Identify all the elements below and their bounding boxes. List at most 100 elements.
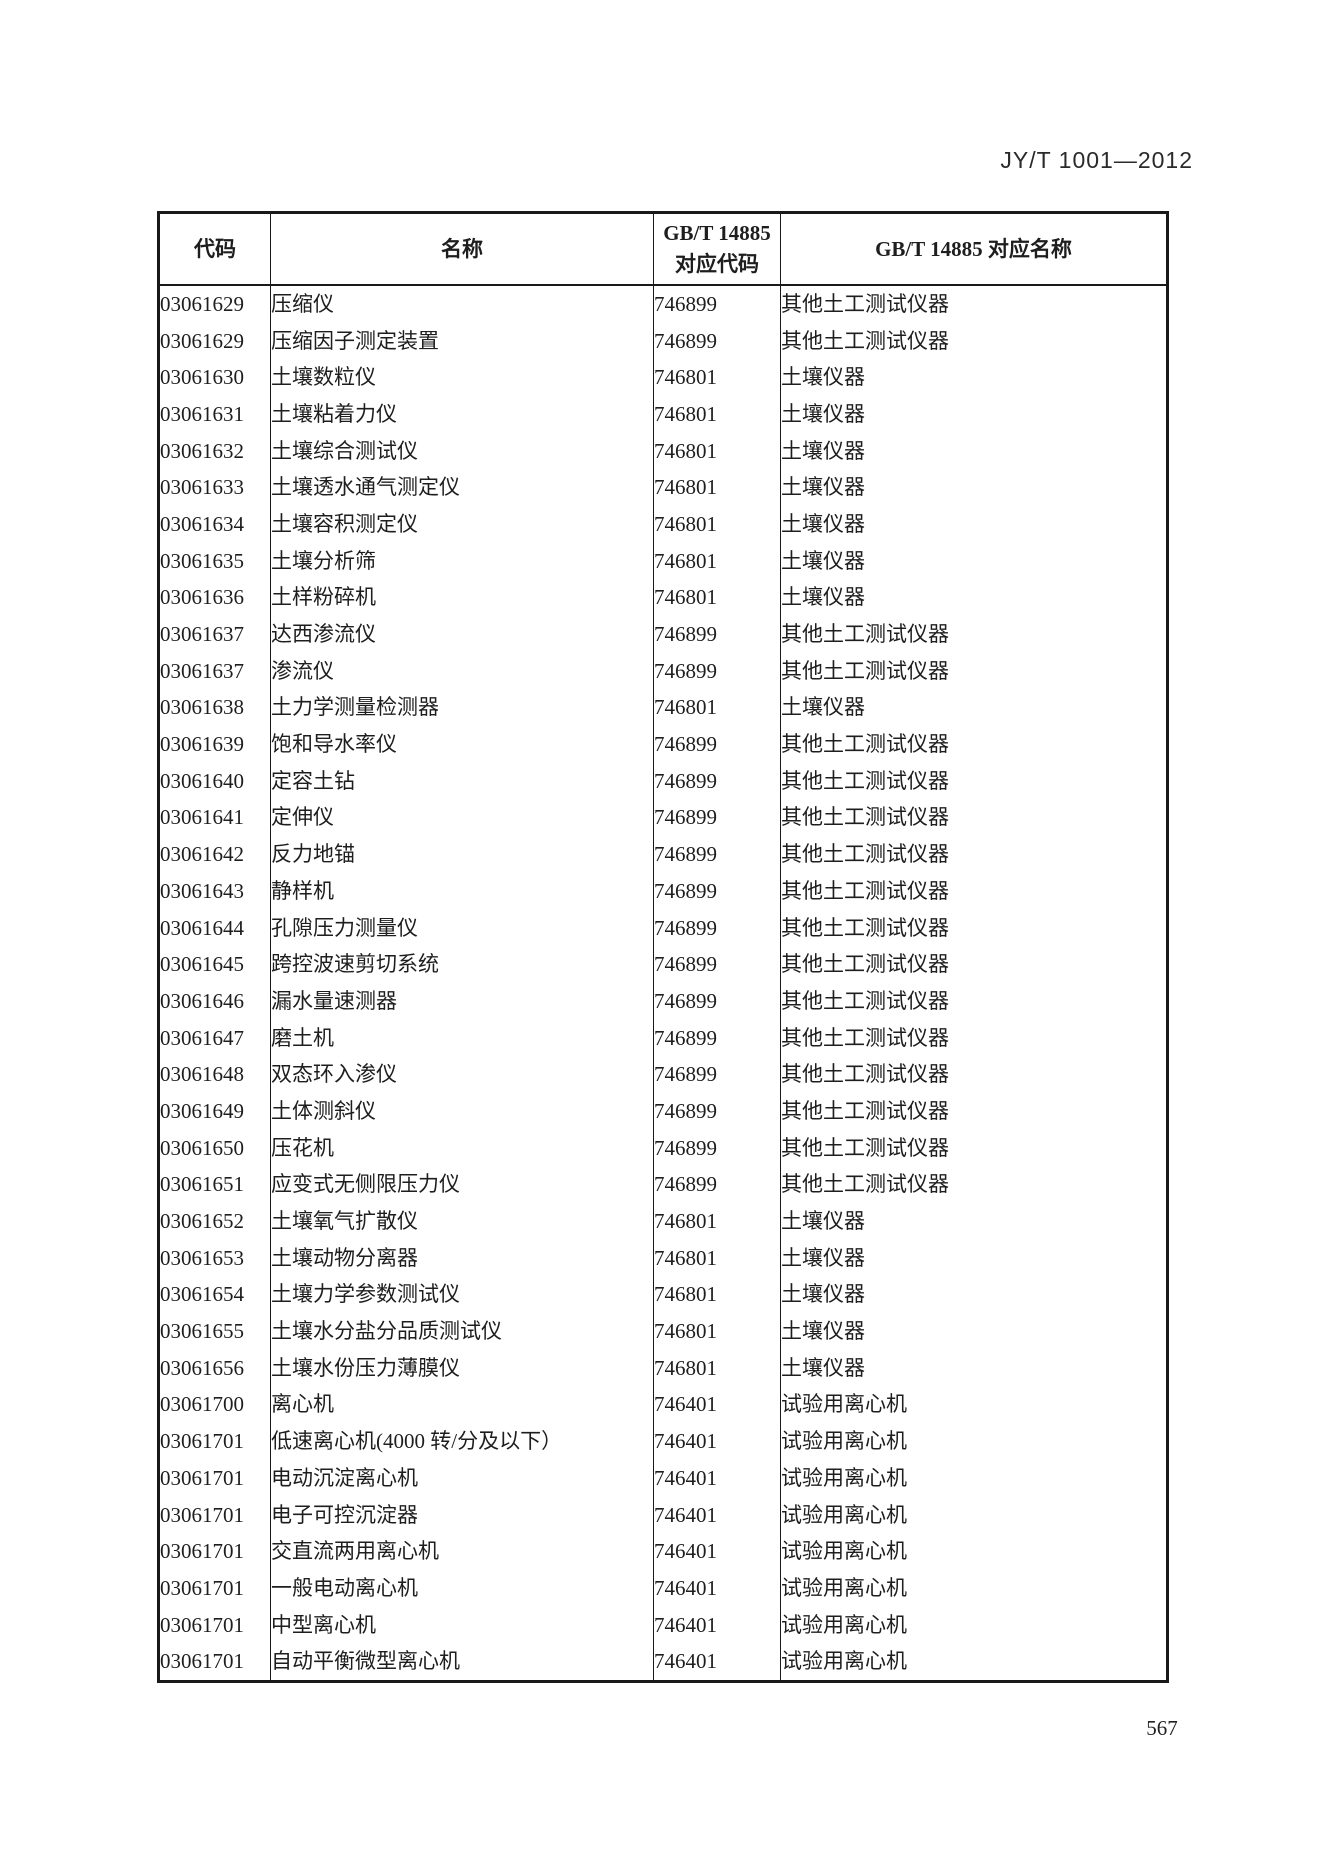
cell-name: 离心机	[270, 1386, 654, 1424]
cell-code: 03061650	[158, 1129, 271, 1167]
table-row: 03061635 土壤分析筛 746801 土壤仪器	[158, 542, 1168, 580]
cell-code: 03061701	[158, 1643, 271, 1682]
cell-code: 03061637	[158, 616, 271, 653]
cell-name: 静样机	[270, 873, 654, 910]
cell-code: 03061647	[158, 1019, 271, 1057]
cell-gbt-code: 746899	[653, 799, 781, 837]
cell-code: 03061638	[158, 689, 271, 727]
cell-name: 压花机	[270, 1129, 654, 1167]
cell-gbt-code: 746401	[653, 1423, 781, 1460]
cell-gbt-code: 746899	[653, 1093, 781, 1130]
cell-code: 03061636	[158, 579, 271, 617]
table-row: 03061648 双态环入渗仪 746899 其他土工测试仪器	[158, 1056, 1168, 1094]
cell-name: 土壤分析筛	[270, 542, 654, 580]
cell-gbt-name: 土壤仪器	[780, 1349, 1168, 1387]
cell-name: 土壤综合测试仪	[270, 432, 654, 470]
cell-gbt-name: 土壤仪器	[780, 396, 1168, 433]
table-row: 03061701 一般电动离心机 746401 试验用离心机	[158, 1570, 1168, 1607]
cell-gbt-name: 其他土工测试仪器	[780, 762, 1168, 800]
cell-gbt-name: 其他土工测试仪器	[780, 1019, 1168, 1057]
cell-gbt-code: 746801	[653, 542, 781, 580]
cell-code: 03061701	[158, 1423, 271, 1460]
table-row: 03061641 定伸仪 746899 其他土工测试仪器	[158, 799, 1168, 837]
cell-gbt-name: 试验用离心机	[780, 1496, 1168, 1534]
cell-gbt-name: 试验用离心机	[780, 1570, 1168, 1607]
cell-name: 土壤数粒仪	[270, 359, 654, 397]
cell-gbt-code: 746899	[653, 909, 781, 947]
col-header-gbt-code-line1: GB/T 14885	[663, 221, 771, 245]
table-row: 03061638 土力学测量检测器 746801 土壤仪器	[158, 689, 1168, 727]
cell-code: 03061640	[158, 762, 271, 800]
cell-name: 土壤氧气扩散仪	[270, 1203, 654, 1240]
table-row: 03061650 压花机 746899 其他土工测试仪器	[158, 1129, 1168, 1167]
cell-code: 03061632	[158, 432, 271, 470]
table-row: 03061631 土壤粘着力仪 746801 土壤仪器	[158, 396, 1168, 433]
table-row: 03061643 静样机 746899 其他土工测试仪器	[158, 873, 1168, 910]
table-row: 03061644 孔隙压力测量仪 746899 其他土工测试仪器	[158, 909, 1168, 947]
cell-gbt-name: 土壤仪器	[780, 432, 1168, 470]
cell-gbt-code: 746899	[653, 285, 781, 323]
cell-code: 03061645	[158, 946, 271, 984]
cell-name: 磨土机	[270, 1019, 654, 1057]
cell-gbt-code: 746801	[653, 1349, 781, 1387]
cell-gbt-code: 746801	[653, 1313, 781, 1350]
cell-name: 土壤粘着力仪	[270, 396, 654, 433]
cell-code: 03061701	[158, 1496, 271, 1534]
cell-gbt-name: 土壤仪器	[780, 1313, 1168, 1350]
cell-code: 03061653	[158, 1239, 271, 1277]
table-row: 03061701 低速离心机(4000 转/分及以下） 746401 试验用离心机	[158, 1423, 1168, 1460]
cell-code: 03061644	[158, 909, 271, 947]
cell-gbt-code: 746899	[653, 322, 781, 360]
col-header-gbt-name: GB/T 14885 对应名称	[780, 212, 1168, 286]
cell-code: 03061700	[158, 1386, 271, 1424]
cell-code: 03061701	[158, 1460, 271, 1497]
cell-gbt-code: 746801	[653, 579, 781, 617]
cell-code: 03061655	[158, 1313, 271, 1350]
cell-name: 土壤水份压力薄膜仪	[270, 1349, 654, 1387]
cell-name: 定伸仪	[270, 799, 654, 837]
cell-gbt-name: 其他土工测试仪器	[780, 873, 1168, 910]
cell-name: 土壤水分盐分品质测试仪	[270, 1313, 654, 1350]
cell-gbt-name: 其他土工测试仪器	[780, 726, 1168, 763]
cell-gbt-code: 746899	[653, 873, 781, 910]
cell-code: 03061701	[158, 1606, 271, 1644]
cell-code: 03061637	[158, 652, 271, 690]
cell-code: 03061643	[158, 873, 271, 910]
cell-gbt-name: 其他土工测试仪器	[780, 652, 1168, 690]
table-row: 03061647 磨土机 746899 其他土工测试仪器	[158, 1019, 1168, 1057]
table-row: 03061639 饱和导水率仪 746899 其他土工测试仪器	[158, 726, 1168, 763]
cell-gbt-name: 其他土工测试仪器	[780, 836, 1168, 873]
cell-name: 土力学测量检测器	[270, 689, 654, 727]
cell-gbt-name: 土壤仪器	[780, 506, 1168, 543]
cell-code: 03061630	[158, 359, 271, 397]
cell-gbt-code: 746801	[653, 506, 781, 543]
cell-gbt-code: 746401	[653, 1643, 781, 1682]
cell-gbt-name: 土壤仪器	[780, 542, 1168, 580]
cell-gbt-code: 746801	[653, 1276, 781, 1314]
table-row: 03061637 渗流仪 746899 其他土工测试仪器	[158, 652, 1168, 690]
cell-code: 03061629	[158, 285, 271, 323]
cell-code: 03061646	[158, 983, 271, 1020]
cell-gbt-code: 746899	[653, 616, 781, 653]
cell-code: 03061635	[158, 542, 271, 580]
cell-gbt-code: 746801	[653, 1239, 781, 1277]
cell-code: 03061629	[158, 322, 271, 360]
cell-gbt-code: 746401	[653, 1496, 781, 1534]
cell-name: 低速离心机(4000 转/分及以下）	[270, 1423, 654, 1460]
cell-name: 中型离心机	[270, 1606, 654, 1644]
cell-name: 双态环入渗仪	[270, 1056, 654, 1094]
table-row: 03061630 土壤数粒仪 746801 土壤仪器	[158, 359, 1168, 397]
cell-gbt-name: 土壤仪器	[780, 579, 1168, 617]
cell-gbt-name: 试验用离心机	[780, 1423, 1168, 1460]
code-mapping-table: 代码 名称 GB/T 14885 对应代码 GB/T 14885 对应名称 03…	[157, 211, 1169, 1684]
table-row: 03061629 压缩因子测定装置 746899 其他土工测试仪器	[158, 322, 1168, 360]
cell-name: 定容土钻	[270, 762, 654, 800]
table-row: 03061642 反力地锚 746899 其他土工测试仪器	[158, 836, 1168, 873]
cell-name: 饱和导水率仪	[270, 726, 654, 763]
cell-gbt-code: 746801	[653, 396, 781, 433]
table-row: 03061700 离心机 746401 试验用离心机	[158, 1386, 1168, 1424]
cell-gbt-name: 其他土工测试仪器	[780, 909, 1168, 947]
cell-code: 03061701	[158, 1570, 271, 1607]
cell-code: 03061651	[158, 1166, 271, 1204]
